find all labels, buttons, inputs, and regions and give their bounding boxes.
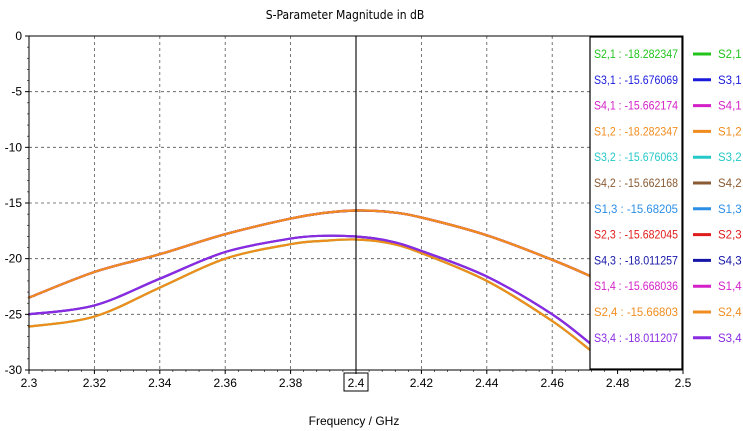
curves: [27, 209, 593, 353]
series-line-S2-4: [27, 209, 593, 299]
marker-layer: 2.4: [343, 36, 369, 392]
readout-value: S3,1 : -15.676069: [594, 75, 678, 87]
chart-title: S-Parameter Magnitude in dB: [266, 8, 424, 22]
readout-value: S4,1 : -15.662174: [594, 101, 679, 113]
readout-value: S4,3 : -18.011257: [594, 255, 678, 267]
readout-value: S3,2 : -15.676063: [594, 152, 678, 164]
readout-value: S2,3 : -15.682045: [594, 230, 678, 242]
y-tick-label: -5: [11, 85, 22, 99]
marker-x-label: 2.4: [348, 376, 365, 390]
legend-label-S3-4: S3,4: [718, 333, 742, 345]
readout-value: S3,4 : -18.011207: [594, 333, 678, 345]
series-line-S3-4: [27, 234, 593, 346]
y-tick-label: -15: [5, 196, 23, 210]
x-tick-label: 2.48: [606, 376, 630, 390]
legend-label-S2-4: S2,4: [718, 307, 742, 319]
y-tick-label: -30: [5, 363, 23, 377]
x-tick-label: 2.34: [148, 376, 172, 390]
axes: 2.3 2.32 2.34 2.36 2.38 2.42 2.44 2.46 2.48 2.5 0 -…: [5, 29, 692, 390]
legend-label-S1-4: S1,4: [718, 281, 742, 293]
marker-readout-box: S2,1 : -18.282347 S3,1 : -15.676069 S4,1 :…: [589, 36, 683, 370]
readout-value: S1,4 : -15.668036: [594, 281, 678, 293]
series-line-S1-2: [27, 238, 593, 353]
readout-value: S1,2 : -18.282347: [594, 126, 678, 138]
x-tick-label: 2.44: [475, 376, 499, 390]
x-tick-label: 2.36: [214, 376, 238, 390]
x-tick-label: 2.3: [21, 376, 38, 390]
x-tick-label: 2.46: [541, 376, 565, 390]
x-tick-label: 2.32: [83, 376, 107, 390]
legend-label-S1-3: S1,3: [718, 204, 742, 216]
y-tick-label: -25: [5, 307, 23, 321]
legend-label-S2-3: S2,3: [718, 230, 742, 242]
readout-panel: [589, 36, 683, 370]
x-axis-label: Frequency / GHz: [309, 414, 400, 428]
y-tick-label: 0: [15, 29, 22, 43]
legend-label-S4-2: S4,2: [718, 178, 742, 190]
legend: S2,1 S3,1 S4,1 S1,2 S3,2 S4,2 S1,3 S2,3 S4,3 S1,4…: [693, 49, 742, 345]
readout-value: S4,2 : -15.662168: [594, 178, 678, 190]
legend-label-S2-1: S2,1: [718, 49, 742, 61]
y-tick-label: -20: [5, 252, 23, 266]
x-tick-label: 2.42: [410, 376, 434, 390]
legend-label-S3-2: S3,2: [718, 152, 742, 164]
legend-label-S3-1: S3,1: [718, 75, 742, 87]
y-tick-label: -10: [5, 140, 23, 154]
readout-value: S2,1 : -18.282347: [594, 49, 678, 61]
plot-frame: [28, 35, 684, 371]
x-tick-label: 2.5: [675, 376, 692, 390]
readout-value: S1,3 : -15.68205: [594, 204, 678, 216]
readout-value: S2,4 : -15.66803: [594, 307, 678, 319]
x-tick-label: 2.38: [279, 376, 303, 390]
legend-label-S1-2: S1,2: [718, 126, 742, 138]
legend-label-S4-3: S4,3: [718, 255, 742, 267]
legend-label-S4-1: S4,1: [718, 101, 742, 113]
